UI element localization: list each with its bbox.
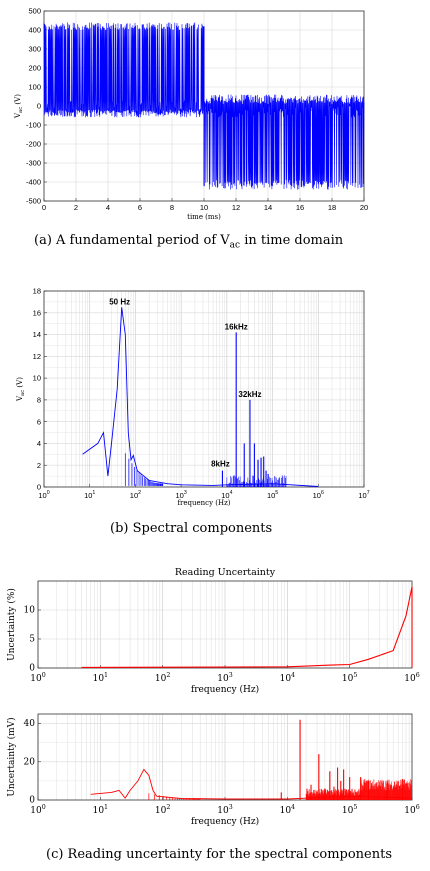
x-tick-label-b: 104	[221, 490, 232, 500]
x-tick-label-a: 6	[138, 203, 142, 212]
x-tick-label-c2: 104	[280, 804, 295, 816]
annotation-label: 50 Hz	[109, 297, 130, 306]
x-tick-label-a: 20	[360, 203, 368, 212]
x-tick-label-a: 8	[170, 203, 174, 212]
chart-title-c1: Reading Uncertainty	[175, 567, 276, 578]
x-tick-label-b: 102	[130, 490, 141, 500]
y-tick-label-a: -400	[26, 178, 41, 187]
y-tick-label-b: 12	[33, 352, 41, 361]
x-tick-label-b: 106	[313, 490, 324, 500]
y-tick-label-b: 0	[37, 483, 41, 492]
y-tick-label-c1: 5	[29, 635, 35, 645]
annotation-label: 16kHz	[225, 322, 248, 331]
y-tick-label-a: -300	[26, 159, 41, 168]
y-tick-label-a: 100	[28, 83, 41, 92]
x-tick-label-c2: 102	[155, 804, 170, 816]
series-vac-waveform	[43, 22, 365, 190]
y-tick-label-a: 500	[28, 7, 41, 16]
annotation-label: 32kHz	[238, 390, 261, 399]
y-axis-label-c1: Uncertainty (%)	[6, 588, 17, 661]
annotation-label: 8kHz	[211, 460, 230, 469]
plot-frame-b	[43, 290, 365, 488]
series-uncertainty-mv	[90, 719, 413, 800]
y-tick-label-b: 6	[37, 417, 41, 426]
y-tick-label-a: 300	[28, 45, 41, 54]
x-tick-label-a: 16	[296, 203, 304, 212]
x-tick-label-b: 105	[267, 490, 278, 500]
x-tick-label-a: 12	[232, 203, 240, 212]
x-tick-label-c1: 100	[30, 672, 45, 684]
x-tick-label-b: 101	[84, 490, 95, 500]
x-tick-label-c2: 101	[93, 804, 108, 816]
y-tick-label-a: 200	[28, 64, 41, 73]
x-axis-label-b: frequency (Hz)	[177, 499, 230, 507]
caption-c: (c) Reading uncertainty for the spectral…	[46, 847, 393, 862]
y-tick-label-b: 10	[33, 374, 41, 383]
y-axis-label-a: Vac (V)	[14, 94, 24, 119]
x-tick-label-c1: 102	[155, 672, 170, 684]
y-tick-label-b: 4	[37, 439, 41, 448]
y-tick-label-b: 2	[37, 461, 41, 470]
caption-a-tail: in time domain	[240, 233, 344, 248]
y-tick-label-b: 14	[33, 330, 41, 339]
x-tick-label-a: 10	[200, 203, 208, 212]
y-axis-label-b: Vac (V)	[16, 377, 26, 402]
uncertainty-mv-line	[90, 768, 413, 800]
x-axis-label-c2: frequency (Hz)	[191, 816, 259, 827]
caption-a: (a) A fundamental period of Vac in time …	[34, 233, 343, 251]
y-tick-label-a: 400	[28, 26, 41, 35]
x-tick-label-a: 18	[328, 203, 336, 212]
x-tick-label-b: 103	[176, 490, 187, 500]
x-tick-label-c2: 105	[342, 804, 357, 816]
y-tick-label-c1: 10	[24, 606, 36, 616]
y-tick-label-a: -200	[26, 140, 41, 149]
x-tick-label-c1: 106	[404, 672, 419, 684]
x-tick-label-c2: 103	[217, 804, 232, 816]
y-tick-label-a: 0	[37, 102, 41, 111]
x-axis-label-a: time (ms)	[187, 213, 221, 221]
y-tick-label-c2: 40	[24, 719, 36, 729]
x-tick-label-c1: 105	[342, 672, 357, 684]
x-tick-label-a: 4	[106, 203, 110, 212]
y-tick-label-c2: 20	[24, 757, 36, 767]
x-tick-label-c1: 103	[217, 672, 232, 684]
x-tick-label-a: 14	[264, 203, 272, 212]
y-tick-label-a: -100	[26, 121, 41, 130]
caption-a-subscript: ac	[229, 240, 241, 251]
x-tick-label-b: 100	[38, 490, 49, 500]
x-tick-label-c1: 104	[280, 672, 295, 684]
x-tick-label-c1: 101	[93, 672, 108, 684]
y-tick-label-b: 18	[33, 287, 41, 296]
caption-a-text: (a) A fundamental period of V	[34, 233, 230, 248]
x-tick-label-b: 107	[358, 490, 369, 500]
y-tick-label-a: -500	[26, 197, 41, 206]
series-spectrum	[82, 307, 319, 487]
x-tick-label-a: 2	[74, 203, 78, 212]
x-axis-label-c1: frequency (Hz)	[191, 684, 259, 695]
spectrum-line	[82, 307, 319, 487]
x-tick-label-c2: 106	[404, 804, 419, 816]
x-tick-label-c2: 100	[30, 804, 45, 816]
y-tick-label-c1: 0	[29, 664, 35, 674]
y-tick-label-b: 8	[37, 395, 41, 404]
y-axis-label-c2: Uncertainty (mV)	[6, 717, 17, 796]
series-uncertainty-percent	[81, 586, 413, 668]
y-tick-label-b: 16	[33, 308, 41, 317]
y-tick-label-c2: 0	[29, 796, 35, 806]
caption-b: (b) Spectral components	[110, 521, 273, 536]
x-tick-label-a: 0	[42, 203, 46, 212]
